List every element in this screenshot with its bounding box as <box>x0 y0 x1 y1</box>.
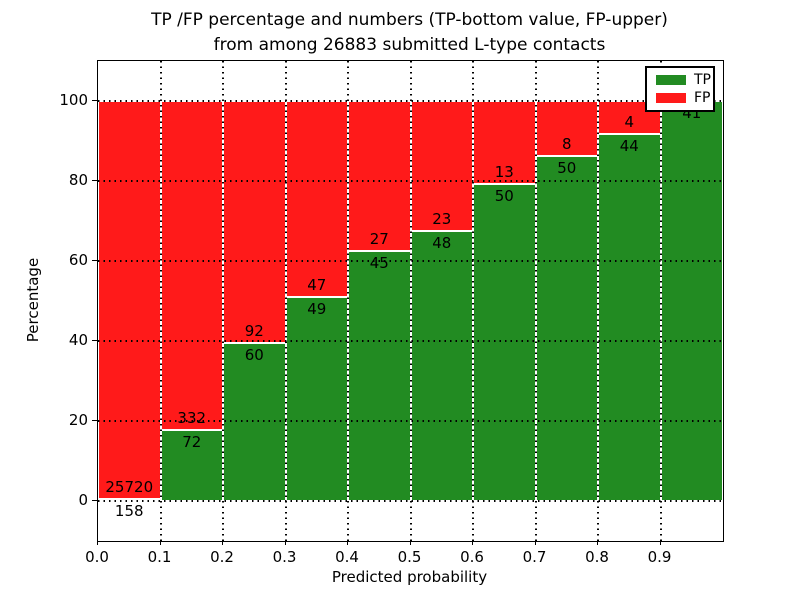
fp-count-label: 27 <box>369 230 389 248</box>
legend-item-tp: TP <box>647 73 713 87</box>
fp-count-label: 23 <box>432 209 452 228</box>
x-gridline <box>159 61 162 541</box>
x-gridline <box>347 61 349 541</box>
x-tick-mark <box>284 541 286 545</box>
tp-count-label: 45 <box>369 254 389 272</box>
fp-bar-segment <box>223 101 286 344</box>
legend-label-tp: TP <box>694 72 711 88</box>
x-tick-label: 0.9 <box>647 548 672 566</box>
y-tick-label: 20 <box>68 411 88 429</box>
x-gridline <box>284 61 287 541</box>
y-tick-mark <box>92 500 97 501</box>
fp-bar-segment <box>285 101 348 297</box>
tp-count-label: 50 <box>494 186 514 205</box>
tp-count-label: 49 <box>307 299 327 318</box>
y-tick-mark <box>92 260 97 261</box>
legend-item-fp: FP <box>647 91 713 105</box>
fp-count-label: 332 <box>177 408 207 427</box>
tp-count-label: 50 <box>557 159 577 178</box>
tp-color-swatch <box>656 75 686 85</box>
tp-bar-segment <box>535 156 598 501</box>
tp-count-label: 158 <box>114 501 144 520</box>
x-tick-mark <box>534 541 536 545</box>
tp-bar-segment <box>660 101 723 501</box>
tp-count-label: 44 <box>619 137 639 156</box>
chart-title-line2: from among 26883 submitted L-type contac… <box>213 35 606 55</box>
fp-bar-segment <box>348 101 411 251</box>
y-tick-mark <box>92 180 97 181</box>
fp-bar-segment <box>98 101 161 499</box>
x-axis-label: Predicted probability <box>331 568 488 586</box>
x-tick-label: 0.0 <box>85 548 109 566</box>
x-tick-label: 0.8 <box>585 548 609 566</box>
x-tick-label: 0.1 <box>147 548 172 566</box>
x-tick-mark <box>222 541 223 545</box>
x-tick-label: 0.3 <box>272 548 297 566</box>
x-gridline <box>597 61 599 541</box>
fp-count-label: 8 <box>561 135 572 154</box>
plot-area: 25720 158 332 72 92 60 47 49 27 45 23 48 13 50 8 50 4 44 4… <box>97 60 724 542</box>
fp-count-label: 47 <box>307 275 327 294</box>
tp-bar-segment <box>410 230 473 501</box>
chart-title-line1: TP /FP percentage and numbers (TP-bottom… <box>151 10 668 30</box>
tp-count-label: 60 <box>244 346 264 365</box>
tp-bar-segment <box>223 343 286 501</box>
y-tick-label: 0 <box>78 491 88 509</box>
x-gridline <box>534 61 537 541</box>
x-gridline <box>659 61 662 541</box>
tp-bar-segment <box>598 134 661 501</box>
x-gridline <box>472 61 474 541</box>
x-tick-mark <box>597 541 598 545</box>
x-tick-mark <box>159 541 161 545</box>
x-tick-mark <box>97 541 98 545</box>
x-gridline <box>409 61 412 541</box>
tp-bar-segment <box>473 183 536 501</box>
x-tick-label: 0.5 <box>397 548 422 566</box>
x-tick-mark <box>659 541 661 545</box>
y-tick-label: 80 <box>68 171 88 189</box>
legend: TP FP <box>645 66 715 112</box>
y-tick-label: 40 <box>68 331 88 349</box>
tp-count-label: 48 <box>432 233 452 252</box>
tp-count-label: 72 <box>182 432 202 451</box>
y-tick-mark <box>92 420 97 421</box>
x-tick-mark <box>472 541 473 545</box>
fp-count-label: 25720 <box>105 477 154 496</box>
legend-label-fp: FP <box>694 90 711 106</box>
fp-count-label: 4 <box>624 113 635 132</box>
fp-count-label: 13 <box>494 162 514 181</box>
x-tick-label: 0.6 <box>460 548 484 566</box>
y-tick-mark <box>92 340 97 341</box>
x-tick-mark <box>409 541 411 545</box>
x-tick-mark <box>347 541 348 545</box>
y-tick-label: 60 <box>68 251 88 269</box>
y-tick-mark <box>92 100 97 101</box>
fp-count-label: 92 <box>244 322 264 341</box>
tp-bar-segment <box>285 296 348 501</box>
y-tick-label: 100 <box>59 91 88 109</box>
x-gridline <box>222 61 224 541</box>
x-tick-label: 0.4 <box>335 548 359 566</box>
fp-color-swatch <box>656 93 686 103</box>
x-tick-label: 0.2 <box>210 548 234 566</box>
fp-bar-segment <box>160 101 223 430</box>
x-tick-label: 0.7 <box>522 548 547 566</box>
tp-bar-segment <box>348 251 411 501</box>
